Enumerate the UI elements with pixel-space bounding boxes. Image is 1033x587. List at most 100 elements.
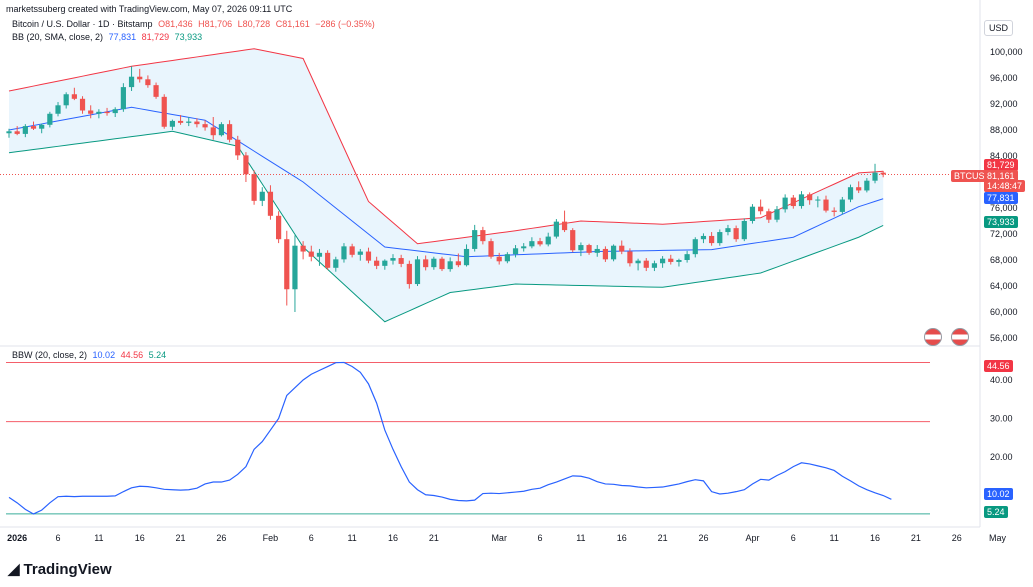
- candle-body: [864, 180, 870, 191]
- candle-body: [55, 105, 61, 114]
- event-flag-icon[interactable]: [951, 328, 969, 346]
- candle-body: [63, 94, 69, 106]
- candle-body: [120, 87, 126, 110]
- bbw-value-3: 5.24: [148, 350, 167, 360]
- candle-body: [815, 199, 821, 201]
- bbw-line: [8, 361, 892, 515]
- candle-body: [22, 126, 28, 134]
- last-price-badge: 81,161: [984, 170, 1018, 182]
- time-tick-label: 16: [870, 533, 880, 543]
- bb-legend[interactable]: BB (20, SMA, close, 2) 77,831 81,729 73,…: [12, 32, 205, 42]
- bbw-legend[interactable]: BBW (20, close, 2) 10.02 44.56 5.24: [12, 350, 169, 360]
- price-tick-label: 76,000: [990, 203, 1018, 213]
- candle-body: [472, 230, 478, 249]
- band-fill: [9, 48, 884, 322]
- candle-body: [455, 261, 461, 266]
- candle-body: [807, 194, 813, 201]
- candle-body: [88, 110, 94, 114]
- symbol-name: Bitcoin / U.S. Dollar · 1D · Bitstamp: [12, 19, 153, 29]
- candle-body: [251, 174, 257, 201]
- bbw-tick-label: 20.00: [990, 452, 1013, 462]
- candle-body: [627, 251, 633, 264]
- candle-body: [692, 239, 698, 255]
- ohlc-open: O81,436: [158, 19, 193, 29]
- price-tick-label: 64,000: [990, 281, 1018, 291]
- candle-body: [619, 245, 625, 252]
- candle-body: [512, 248, 519, 255]
- candle-body: [243, 155, 249, 175]
- candle-body: [782, 197, 788, 210]
- candle-body: [128, 76, 135, 88]
- time-tick-label: 11: [94, 533, 103, 543]
- candle-body: [365, 251, 372, 261]
- price-tick-label: 96,000: [990, 73, 1018, 83]
- price-tick-label: 72,000: [990, 229, 1018, 239]
- candle-body: [226, 124, 233, 140]
- candle-body: [463, 248, 470, 266]
- candle-body: [194, 121, 200, 125]
- price-tick-label: 92,000: [990, 99, 1018, 109]
- event-flag-icon[interactable]: [924, 328, 942, 346]
- price-tick-label: 88,000: [990, 125, 1018, 135]
- time-tick-label: 11: [576, 533, 585, 543]
- bbw-tick-label: 40.00: [990, 375, 1013, 385]
- candle-body: [145, 79, 151, 86]
- candle-body: [774, 209, 780, 220]
- candle-body: [218, 124, 225, 136]
- candle-body: [406, 263, 412, 285]
- price-tick-label: 56,000: [990, 333, 1018, 343]
- candle-body: [496, 256, 502, 262]
- candle-body: [235, 139, 241, 156]
- candle-body: [872, 172, 878, 181]
- candle-body: [349, 246, 355, 255]
- bb-lower-value: 73,933: [174, 32, 203, 42]
- candle-body: [586, 245, 592, 253]
- time-tick-label: 21: [429, 533, 439, 543]
- candle-body: [177, 120, 184, 123]
- candle-body: [169, 120, 175, 127]
- candle-body: [414, 259, 421, 285]
- candle-body: [447, 261, 453, 270]
- basis-line: [8, 106, 884, 258]
- symbol-legend[interactable]: Bitcoin / U.S. Dollar · 1D · Bitstamp O8…: [12, 19, 378, 29]
- basis-badge: 77,831: [984, 192, 1018, 204]
- time-tick-label: 2026: [7, 533, 27, 543]
- candle-body: [316, 252, 323, 257]
- candle-body: [856, 187, 862, 191]
- ohlc-close: C81,161: [275, 19, 310, 29]
- candle-body: [423, 259, 429, 268]
- candle-body: [766, 211, 772, 220]
- candle-body: [382, 260, 388, 266]
- time-tick-label: Feb: [263, 533, 279, 543]
- candle-body: [790, 197, 796, 207]
- candle-body: [210, 127, 216, 136]
- candle-body: [398, 258, 404, 264]
- candle-body: [700, 235, 707, 240]
- time-tick-label: 11: [347, 533, 356, 543]
- bbw-current-badge: 10.02: [984, 488, 1013, 500]
- bollinger-bands: [0, 48, 980, 323]
- bbw-min-badge: 5.24: [984, 506, 1008, 518]
- candle-body: [357, 251, 363, 255]
- candle-body: [570, 230, 576, 251]
- price-tick-label: 68,000: [990, 255, 1018, 265]
- upper-band-badge: 81,729: [984, 159, 1018, 171]
- candle-body: [831, 210, 837, 212]
- countdown-badge: 14:48:47: [984, 180, 1026, 192]
- time-tick-label: 16: [617, 533, 627, 543]
- candle-body: [643, 260, 649, 268]
- currency-button[interactable]: USD: [984, 20, 1014, 36]
- candle-body: [186, 121, 192, 123]
- upper-band-line: [8, 48, 884, 245]
- created-by-caption: marketssuberg created with TradingView.c…: [6, 4, 293, 14]
- candle-body: [300, 245, 306, 252]
- lower-band-badge: 73,933: [984, 216, 1018, 228]
- time-tick-label: 6: [538, 533, 543, 543]
- candle-body: [30, 126, 37, 129]
- candle-body: [610, 245, 617, 260]
- time-tick-label: Apr: [745, 533, 759, 543]
- bbw-max-badge: 44.56: [984, 360, 1013, 372]
- bb-basis-value: 77,831: [108, 32, 137, 42]
- candle-body: [333, 259, 339, 268]
